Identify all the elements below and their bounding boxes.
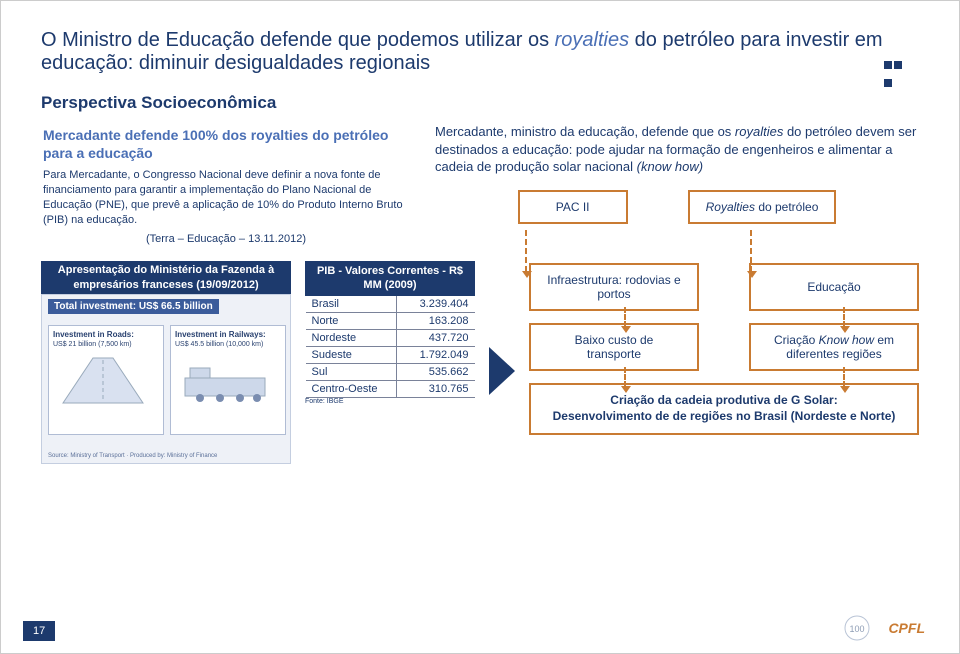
news-source: (Terra – Educação – 13.11.2012) bbox=[43, 233, 409, 245]
box-pac: PAC II bbox=[518, 190, 628, 224]
text-em: Know how bbox=[819, 333, 874, 347]
cell: Nordeste bbox=[306, 329, 397, 346]
news-body: Para Mercadante, o Congresso Nacional de… bbox=[43, 168, 409, 227]
bottom-section: Apresentação do Ministério da Fazenda à … bbox=[41, 261, 919, 464]
fazenda-image: Total investment: US$ 66.5 billion Inves… bbox=[41, 294, 291, 464]
cell: 163.208 bbox=[396, 312, 474, 329]
cell: Brasil bbox=[306, 295, 397, 312]
text: Mercadante, ministro da educação, defend… bbox=[435, 124, 735, 139]
text-em: (know how) bbox=[637, 159, 703, 174]
pib-header: PIB - Valores Correntes - R$ MM (2009) bbox=[306, 262, 475, 295]
train-icon bbox=[175, 348, 275, 408]
table-row: Sudeste1.792.049 bbox=[306, 346, 475, 363]
flow-column: Infraestrutura: rodovias e portos Educaç… bbox=[529, 263, 919, 464]
news-headline: Mercadante defende 100% dos royalties do… bbox=[43, 127, 409, 162]
fazenda-column: Apresentação do Ministério da Fazenda à … bbox=[41, 261, 291, 464]
cell: Centro-Oeste bbox=[306, 380, 397, 397]
conclusion-line1: Criação da cadeia produtiva de G Solar: bbox=[541, 393, 907, 409]
svg-text:100: 100 bbox=[850, 624, 865, 634]
cpfl-logo: CPFL bbox=[888, 620, 925, 636]
pib-table: PIB - Valores Correntes - R$ MM (2009) B… bbox=[305, 261, 475, 397]
title: O Ministro de Educação defende que podem… bbox=[41, 29, 919, 75]
pib-column: PIB - Valores Correntes - R$ MM (2009) B… bbox=[305, 261, 475, 464]
table-row: Norte163.208 bbox=[306, 312, 475, 329]
text: Criação bbox=[774, 333, 819, 347]
pib-source: Fonte: IBGE bbox=[305, 398, 475, 405]
box-royalties: Royalties do petróleo bbox=[688, 190, 837, 224]
roads-block: Investment in Roads: US$ 21 billion (7,5… bbox=[48, 325, 164, 435]
cell: Sul bbox=[306, 363, 397, 380]
road-icon bbox=[53, 348, 153, 408]
arrow-right-icon bbox=[489, 347, 515, 395]
text-em: Royalties bbox=[706, 200, 755, 214]
box-infra: Infraestrutura: rodovias e portos bbox=[529, 263, 699, 311]
cell: 310.765 bbox=[396, 380, 474, 397]
flow-row-top: PAC II Royalties do petróleo bbox=[435, 190, 919, 224]
cell: 1.792.049 bbox=[396, 346, 474, 363]
image-source: Source: Ministry of Transport · Produced… bbox=[48, 453, 217, 459]
cell: Norte bbox=[306, 312, 397, 329]
title-line: O Ministro de Educação defende que podem… bbox=[41, 29, 919, 75]
table-row: Nordeste437.720 bbox=[306, 329, 475, 346]
argument-text: Mercadante, ministro da educação, defend… bbox=[435, 123, 919, 176]
decoration-squares bbox=[883, 57, 919, 77]
anniversary-logo-icon: 100 bbox=[842, 613, 872, 643]
news-clip: Mercadante defende 100% dos royalties do… bbox=[41, 123, 411, 249]
argument-block: Mercadante, ministro da educação, defend… bbox=[435, 123, 919, 249]
subtitle: Perspectiva Socioeconômica bbox=[41, 93, 919, 113]
footer-logos: 100 CPFL bbox=[842, 613, 925, 643]
label: Investment in Railways: bbox=[175, 330, 281, 339]
label: Investment in Roads: bbox=[53, 330, 159, 339]
table-row: Centro-Oeste310.765 bbox=[306, 380, 475, 397]
fazenda-header: Apresentação do Ministério da Fazenda à … bbox=[41, 261, 291, 294]
title-emphasis: royalties bbox=[555, 29, 635, 51]
slide: O Ministro de Educação defende que podem… bbox=[0, 0, 960, 654]
cell: 535.662 bbox=[396, 363, 474, 380]
arrow-dashed bbox=[843, 367, 845, 387]
rail-block: Investment in Railways: US$ 45.5 billion… bbox=[170, 325, 286, 435]
cell: Sudeste bbox=[306, 346, 397, 363]
box-educacao: Educação bbox=[749, 263, 919, 311]
investment-title: Total investment: US$ 66.5 billion bbox=[48, 299, 219, 314]
table-row: Sul535.662 bbox=[306, 363, 475, 380]
value: US$ 21 billion (7,500 km) bbox=[53, 341, 159, 348]
text: do petróleo bbox=[755, 200, 818, 214]
top-section: Mercadante defende 100% dos royalties do… bbox=[41, 123, 919, 249]
cell: 437.720 bbox=[396, 329, 474, 346]
page-number: 17 bbox=[23, 621, 55, 641]
title-text: O Ministro de Educação defende que podem… bbox=[41, 29, 555, 51]
flow-row: Infraestrutura: rodovias e portos Educaç… bbox=[529, 263, 919, 311]
value: US$ 45.5 billion (10,000 km) bbox=[175, 341, 281, 348]
box-transporte: Baixo custo de transporte bbox=[529, 323, 699, 371]
flow-row: Baixo custo de transporte Criação Know h… bbox=[529, 323, 919, 371]
text-em: royalties bbox=[735, 124, 783, 139]
box-knowhow: Criação Know how em diferentes regiões bbox=[749, 323, 919, 371]
conclusion-line2: Desenvolvimento de de regiões no Brasil … bbox=[541, 409, 907, 425]
table-row: Brasil3.239.404 bbox=[306, 295, 475, 312]
box-conclusion: Criação da cadeia produtiva de G Solar: … bbox=[529, 383, 919, 434]
cell: 3.239.404 bbox=[396, 295, 474, 312]
arrow-dashed bbox=[624, 367, 626, 387]
